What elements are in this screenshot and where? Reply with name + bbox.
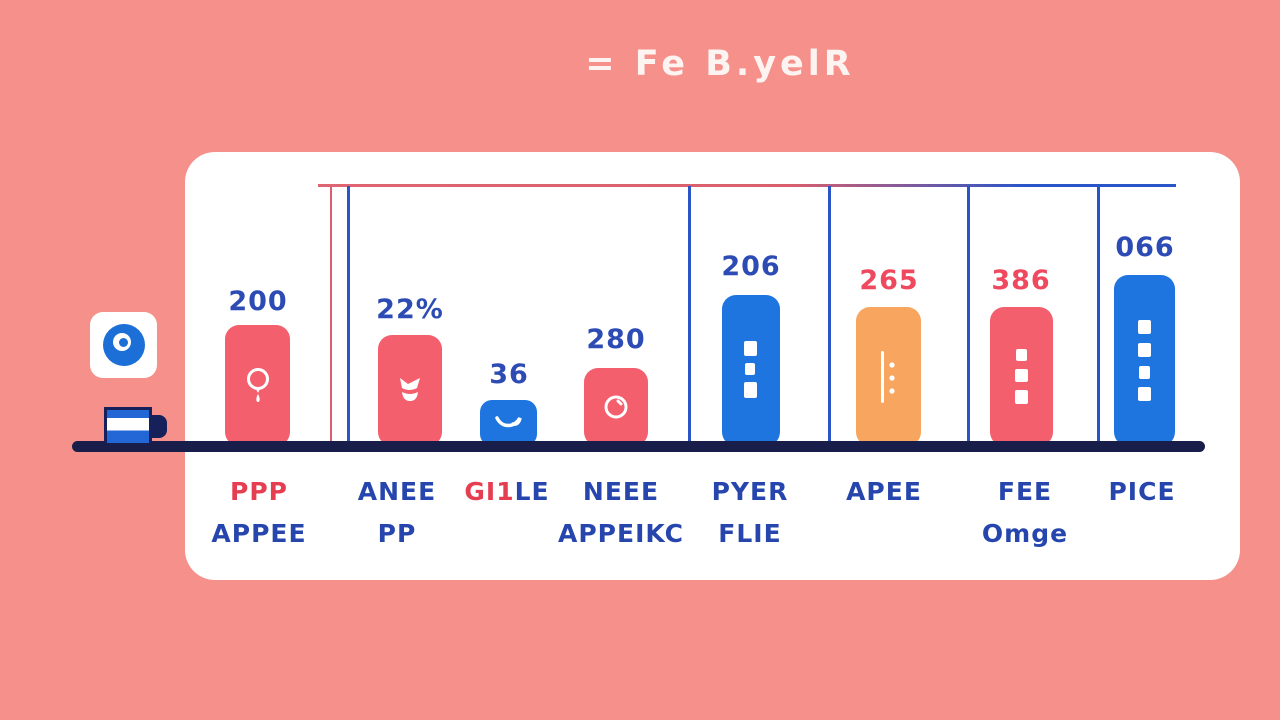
label-line2: APPEE — [211, 519, 307, 548]
category-label: PYER — [662, 471, 838, 513]
label-line1: NEEE — [582, 477, 660, 506]
category-label: PICE — [1054, 471, 1230, 513]
label-line2: Omge — [981, 519, 1069, 548]
label-line2: APPEIKC — [558, 519, 684, 548]
label-line1: APEE — [846, 477, 922, 506]
chart-top-border-line — [318, 184, 1176, 187]
bar-value: 265 — [859, 265, 919, 296]
bar-value: 36 — [489, 359, 529, 390]
eye-pupil — [118, 338, 128, 347]
gridline-blue — [828, 186, 831, 441]
page-title: = Fe B.yelR — [585, 44, 855, 84]
label-line1: PPP — [230, 477, 288, 506]
balloon-icon — [246, 367, 269, 402]
category-label: APEE — [796, 471, 972, 513]
dashes-4-icon — [1137, 319, 1151, 401]
bar — [990, 307, 1053, 446]
label-line1: PYER — [711, 477, 789, 506]
line-and-dots-icon — [880, 350, 895, 403]
category-label: ANEE — [309, 471, 485, 513]
gridline-blue — [1097, 186, 1100, 441]
gridline-blue — [967, 186, 970, 441]
category-label: GI1LE — [419, 471, 595, 513]
bar-value: 206 — [721, 251, 781, 282]
gridline-red — [330, 186, 332, 441]
eye-icon — [102, 324, 145, 366]
category-label: NEEE — [533, 471, 709, 513]
category-label: FLIE — [662, 513, 838, 555]
bar-value: 200 — [228, 286, 288, 317]
bar-value: 386 — [991, 265, 1051, 296]
label-line1-part2: LE — [514, 477, 550, 506]
gridline-blue — [688, 186, 691, 441]
gridline-blue — [347, 186, 350, 441]
label-line2: FLIE — [718, 519, 782, 548]
bar — [1114, 275, 1175, 446]
category-label: PPP — [171, 471, 347, 513]
category-label: APPEIKC — [533, 513, 709, 555]
bar — [378, 335, 442, 446]
label-line1: FEE — [997, 477, 1053, 506]
bar — [856, 307, 921, 446]
bar-value: 22% — [376, 294, 444, 325]
dotted-line-icon — [744, 340, 757, 398]
bar — [584, 368, 648, 446]
label-line1: ANEE — [357, 477, 437, 506]
cup-icon — [400, 377, 420, 401]
label-line1: PICE — [1108, 477, 1176, 506]
bar — [225, 325, 290, 446]
bar-value: 280 — [586, 324, 646, 355]
x-axis-line — [72, 441, 1205, 452]
label-line2: PP — [377, 519, 417, 548]
category-label: Omge — [937, 513, 1113, 555]
clock-icon — [604, 395, 628, 419]
mug-handle — [152, 415, 167, 438]
mug-icon — [104, 407, 152, 443]
chart-card — [185, 152, 1240, 580]
eye-highlight — [112, 333, 131, 351]
label-line1-part1: GI1 — [464, 477, 515, 506]
bar — [480, 400, 537, 446]
bar-value: 066 — [1115, 232, 1175, 263]
eye-tile — [90, 312, 157, 378]
category-label: FEE — [937, 471, 1113, 513]
bar — [722, 295, 780, 446]
smile-icon — [494, 416, 522, 428]
dashes-3-icon — [1014, 348, 1028, 404]
category-label: APPEE — [171, 513, 347, 555]
category-label: PP — [309, 513, 485, 555]
